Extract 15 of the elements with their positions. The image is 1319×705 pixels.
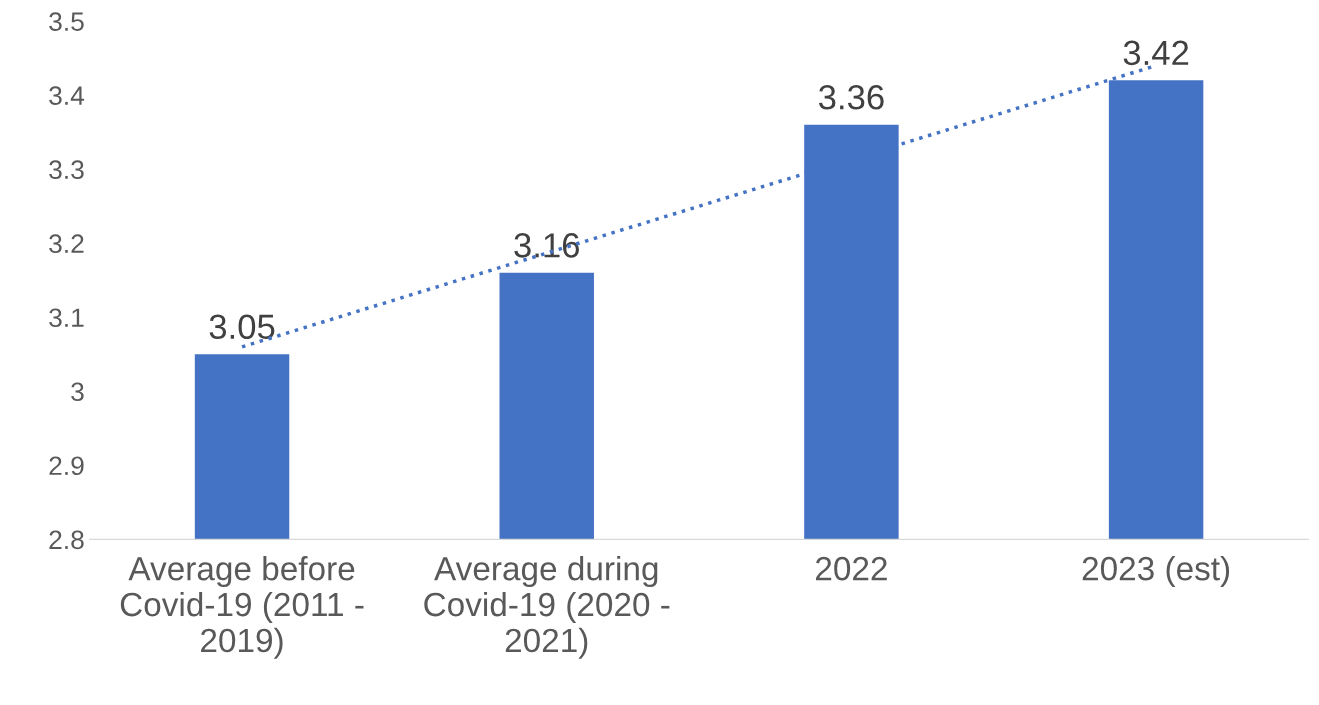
y-tick-label: 3.5 [49,12,84,31]
data-label: 3.36 [818,85,884,110]
x-tick-label: Average during Covid-19 (2020 - 2021) [424,555,670,659]
y-tick-label: 3.1 [49,308,84,328]
y-tick-label: 3.4 [49,86,85,105]
x-tick-label: Average before Covid-19 (2011 - 2019) [120,555,364,659]
y-tick-label: 3.3 [49,160,84,180]
x-tick-label: 2022 [816,556,887,581]
y-tick-label: 3.2 [49,234,84,254]
y-tick-label: 3 [71,382,84,402]
y-tick-label: 2.8 [49,530,84,550]
data-label: 3.05 [209,314,275,340]
data-label: 3.42 [1123,40,1189,66]
x-tick-label: 2023 (est) [1082,555,1230,588]
y-tick-label: 2.9 [49,456,84,476]
